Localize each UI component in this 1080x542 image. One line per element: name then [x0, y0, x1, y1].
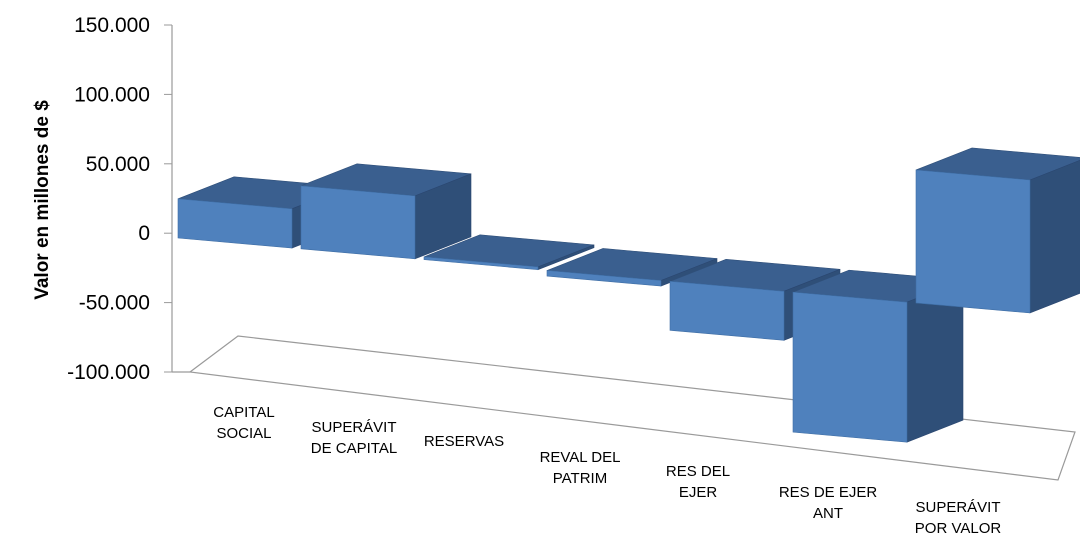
x-category-label-line: RESERVAS [424, 433, 504, 450]
x-category-label-line: RES DE EJER [779, 484, 878, 501]
x-category-label-line: REVAL DEL [540, 449, 621, 466]
x-category-label: RES DEL EJER [666, 463, 730, 501]
bar-group [423, 234, 595, 271]
axes-layer [164, 24, 1076, 481]
x-category-label: RESERVAS [424, 433, 504, 450]
bar [669, 280, 785, 341]
bar-group [546, 248, 718, 287]
bar [300, 185, 416, 260]
x-category-label: SUPERÁVIT DE CAPITAL [311, 419, 397, 457]
bar [915, 169, 1031, 314]
y-tick-labels: 150.000 100.000 50.000 0 -50.000 -100.000 [67, 14, 150, 384]
y-axis-label: Valor en millones de $ [32, 100, 53, 300]
y-tick-label: 100.000 [74, 83, 150, 106]
y-tick-label: -100.000 [67, 361, 150, 384]
bar [792, 291, 908, 443]
x-category-label-line: DE CAPITAL [311, 440, 397, 457]
bar-group [300, 163, 472, 260]
bar-side-face [1029, 160, 1080, 314]
y-tick-label: -50.000 [79, 292, 150, 315]
bars-layer [177, 147, 1080, 443]
x-category-label-line: SUPERÁVIT [311, 419, 396, 436]
y-tick-label: 50.000 [86, 153, 150, 176]
x-category-label-line: SOCIAL [216, 425, 271, 442]
x-category-label-line: CAPITAL [213, 404, 274, 421]
bar [423, 256, 539, 271]
x-category-label-line: SUPERÁVIT [915, 499, 1000, 516]
bar-group [915, 147, 1080, 314]
y-tick-label: 150.000 [74, 14, 150, 37]
x-category-labels: CAPITAL SOCIAL SUPERÁVIT DE CAPITAL RESERVAS… [213, 404, 1001, 537]
x-category-label: REVAL DEL PATRIM [540, 449, 621, 487]
bar [546, 270, 662, 287]
x-category-label: RES DE EJER ANT [779, 484, 878, 522]
x-category-label: SUPERÁVIT POR VALOR [915, 499, 1002, 537]
x-category-label-line: RES DEL [666, 463, 730, 480]
y-tick-label: 0 [138, 222, 150, 245]
x-category-label-line: EJER [679, 484, 718, 501]
x-category-label: CAPITAL SOCIAL [213, 404, 274, 442]
x-category-label-line: POR VALOR [915, 520, 1002, 537]
x-category-label-line: ANT [813, 505, 843, 522]
floor-outline [188, 335, 1076, 481]
bar [177, 198, 293, 249]
x-category-label-line: PATRIM [553, 470, 607, 487]
